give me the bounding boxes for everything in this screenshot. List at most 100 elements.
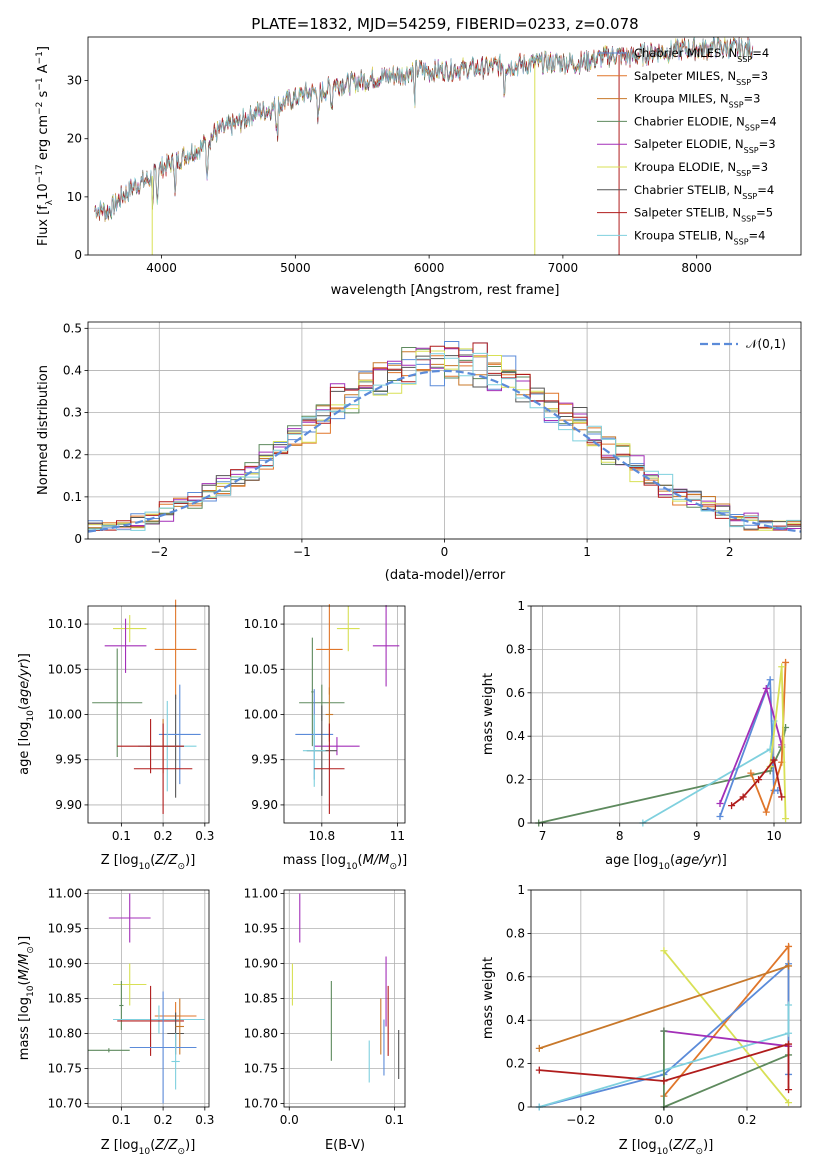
legend-part: SSP	[744, 146, 759, 155]
y-tick-label: 0.3	[63, 406, 82, 420]
weight-marker	[785, 1001, 793, 1009]
x-tick-label: 0.1	[112, 829, 131, 843]
label-part: 10	[26, 985, 36, 997]
legend-part: Chabrier STELIB, N	[634, 183, 742, 197]
x-tick-label: 5000	[280, 261, 311, 275]
label-part: ]	[36, 46, 51, 51]
weight-marker	[785, 1029, 793, 1037]
label-part: ⊙	[696, 1147, 704, 1157]
y-tick-label: 20	[67, 132, 82, 146]
weight-line	[539, 965, 789, 1050]
label-part: ⊙	[389, 862, 397, 872]
y-tick-label: 30	[67, 74, 82, 88]
plot-area	[291, 893, 400, 1083]
label-part: ⊙	[178, 1147, 186, 1157]
weight-marker	[778, 793, 786, 801]
weight-line	[663, 1030, 789, 1048]
label-part: (	[17, 980, 32, 985]
y-tick-label: 1	[517, 883, 525, 897]
y-tick-label: 9.95	[55, 753, 82, 767]
label-part: )]	[397, 853, 407, 868]
label-part: )]	[17, 653, 32, 663]
weight-marker	[782, 815, 790, 823]
x-tick-label: 10.8	[308, 829, 335, 843]
x-tick-label: 0	[441, 545, 449, 559]
y-tick-label: 9.90	[55, 798, 82, 812]
label-part: 10	[26, 710, 36, 722]
plot-area	[92, 599, 201, 814]
x-axis-label: E(B-V)	[325, 1138, 365, 1153]
label-part: ⊙	[178, 862, 186, 872]
legend-entry: Salpeter ELODIE, NSSP=3	[634, 137, 776, 155]
y-tick-label: 10.00	[48, 708, 82, 722]
y-axis-label: Flux [fλ10−17 erg cm−2 s−1 A−1]	[35, 46, 55, 246]
y-tick-label: 0	[74, 248, 82, 262]
weight-marker	[770, 756, 778, 764]
y-tick-label: 10.05	[244, 662, 278, 676]
weight-marker	[785, 962, 793, 970]
weight-marker	[766, 676, 774, 684]
legend-entry: Kroupa STELIB, NSSP=4	[634, 228, 765, 246]
label-part: (	[150, 853, 155, 868]
x-tick-label: 0.2	[154, 1113, 173, 1127]
label-part: 10	[139, 1147, 151, 1157]
x-tick-label: 10	[766, 829, 781, 843]
weight-marker	[785, 1040, 793, 1048]
x-tick-label: 1	[583, 545, 591, 559]
y-tick-label: 11.00	[244, 887, 278, 901]
weight-line	[663, 943, 790, 1097]
label-part: Z [log	[101, 1138, 139, 1153]
legend-part: =3	[751, 69, 768, 83]
weight-marker	[785, 942, 793, 950]
legend-entry: Chabrier ELODIE, NSSP=4	[634, 114, 777, 131]
legend-part: SSP	[737, 55, 752, 64]
x-tick-label: 0.3	[195, 1113, 214, 1127]
plot-area	[88, 341, 801, 533]
x-tick-label: 0.0	[280, 1113, 299, 1127]
legend-part: =3	[759, 137, 776, 151]
y-tick-label: 0.2	[63, 448, 82, 462]
plot-area	[88, 893, 205, 1104]
label-part: (	[670, 853, 675, 868]
y-tick-label: 10.10	[244, 617, 278, 631]
x-tick-label: −1	[293, 545, 311, 559]
legend-entry: Chabrier MILES, NSSP=4	[634, 46, 769, 64]
label-part: Z [log	[101, 853, 139, 868]
plot-area	[535, 658, 790, 827]
label-part: M/M	[17, 954, 32, 981]
weight-marker	[535, 1066, 543, 1074]
label-part: (	[17, 705, 32, 710]
label-part: 10	[36, 183, 51, 200]
weight-marker	[535, 1044, 543, 1052]
legend-part: =5	[756, 206, 773, 220]
y-tick-label: 0	[517, 1100, 525, 1114]
legend-part: =4	[757, 183, 774, 197]
y-axis-label: mass weight	[481, 957, 496, 1039]
spectrum-line	[94, 37, 754, 219]
x-tick-label: 0.3	[195, 829, 214, 843]
x-axis-label: age [log10(age/yr)]	[605, 853, 727, 872]
label-part: ⊙	[26, 946, 36, 954]
y-tick-label: 0.6	[506, 686, 525, 700]
x-axis-label: Z [log10(Z/Z⊙)]	[101, 1138, 196, 1157]
label-part: M/M	[363, 853, 390, 868]
age-vs-mass-panel: 10.8 11 9.90 9.95 10.00 10.05 10.10 mass [log10…	[244, 604, 407, 872]
x-tick-label: 8	[616, 829, 624, 843]
label-part: (	[150, 1138, 155, 1153]
legend-part: Chabrier MILES, N	[634, 46, 737, 60]
residual-panel: −2 −1 0 1 2 0 0.1 0.2 0.3 0.4 0.5 (data-model)/erro…	[36, 321, 802, 583]
plot-area	[535, 942, 793, 1111]
label-part: Z/Z	[154, 1138, 178, 1153]
y-tick-label: 0.8	[506, 926, 525, 940]
label-part: age [log	[605, 853, 658, 868]
x-tick-label: 2	[726, 545, 734, 559]
legend-part: SSP	[745, 123, 760, 132]
y-tick-label: 0.2	[506, 1057, 525, 1071]
label-part: mass [log	[17, 997, 32, 1060]
label-part: )]	[17, 936, 32, 946]
label-part: −2	[35, 102, 45, 115]
normal-curve	[88, 369, 801, 533]
label-part: age/yr	[675, 853, 718, 868]
weight-vs-Z-panel: −0.2 0.0 0.2 0 0.2 0.4 0.6 0.8 1 Z [log10(Z/Z⊙)] m…	[481, 883, 802, 1157]
